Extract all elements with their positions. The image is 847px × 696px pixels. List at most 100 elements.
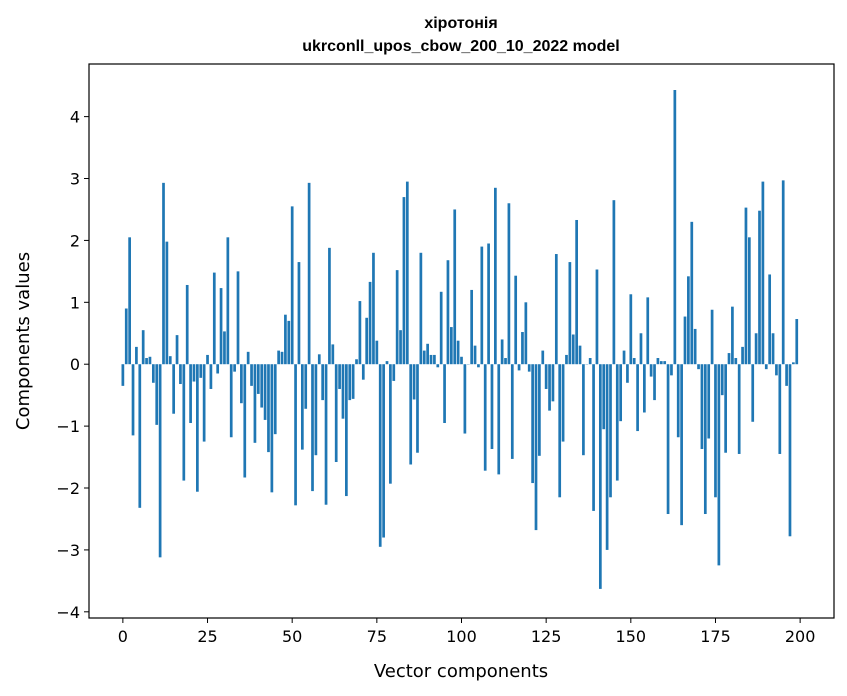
bar <box>297 262 301 365</box>
bar <box>135 346 138 365</box>
y-axis-label: Components values <box>13 252 34 430</box>
bar <box>656 358 660 365</box>
bar <box>565 354 568 365</box>
bar <box>531 364 534 484</box>
bar <box>365 317 369 365</box>
bar <box>148 356 152 365</box>
bar <box>690 221 694 365</box>
bar <box>771 333 775 365</box>
bar <box>345 364 348 497</box>
bar <box>653 364 656 401</box>
bar <box>372 252 375 365</box>
bar <box>643 364 646 413</box>
bar <box>541 350 545 365</box>
bar <box>717 364 721 566</box>
bar <box>636 364 639 432</box>
y-tick-label: 1 <box>70 293 80 312</box>
bar <box>151 364 155 383</box>
bar <box>480 246 484 365</box>
bar <box>538 364 541 456</box>
bar <box>141 330 145 365</box>
bar <box>331 344 335 365</box>
x-tick-label: 200 <box>785 627 816 646</box>
y-tick-label: 0 <box>70 355 80 374</box>
bar <box>348 364 352 401</box>
bar <box>785 364 788 386</box>
bar <box>304 364 308 409</box>
bar <box>487 243 490 365</box>
bar <box>758 210 761 365</box>
bar <box>517 364 521 371</box>
bar <box>433 354 436 365</box>
bar <box>321 364 325 401</box>
bar <box>700 364 704 450</box>
bar <box>280 351 284 365</box>
bar <box>124 308 128 365</box>
bar <box>659 361 663 365</box>
bar <box>504 358 507 365</box>
bar <box>710 309 714 365</box>
bar <box>168 356 172 365</box>
bar <box>676 364 680 438</box>
bar <box>361 364 365 380</box>
x-tick-label: 150 <box>616 627 647 646</box>
bar <box>368 281 372 365</box>
bar <box>260 364 264 408</box>
bar <box>399 330 402 365</box>
bar <box>162 182 165 365</box>
bar <box>724 364 727 453</box>
bar <box>663 361 667 365</box>
bar <box>595 269 599 365</box>
bar <box>334 364 338 463</box>
bar <box>121 364 125 386</box>
y-axis-ticks: −4 −3 −2 −1 0 1 2 3 4 <box>56 108 89 622</box>
bar <box>409 364 413 465</box>
bar <box>629 294 633 365</box>
bar <box>670 364 673 376</box>
bar <box>605 364 609 550</box>
bar <box>317 354 321 365</box>
x-axis-label: Vector components <box>374 661 548 682</box>
plot-frame <box>88 63 835 619</box>
bar <box>598 364 602 589</box>
bar <box>351 364 355 399</box>
bar <box>324 364 328 505</box>
bar <box>561 364 565 442</box>
bar <box>253 364 257 443</box>
bar <box>158 364 162 558</box>
bar <box>311 364 314 492</box>
bar <box>456 340 460 365</box>
bar <box>788 364 792 537</box>
bar <box>256 364 260 394</box>
bar <box>172 364 176 414</box>
bar <box>768 274 772 365</box>
bar <box>554 254 558 365</box>
bar <box>206 354 209 365</box>
bar <box>439 291 443 365</box>
x-tick-label: 50 <box>282 627 302 646</box>
bar <box>683 316 687 365</box>
bar <box>578 345 582 365</box>
bar <box>500 339 504 365</box>
x-tick-label: 125 <box>531 627 562 646</box>
bar <box>246 351 250 365</box>
bar <box>490 364 494 450</box>
bar <box>714 364 717 498</box>
bar <box>416 364 419 453</box>
bar <box>639 333 643 365</box>
bar <box>741 346 744 365</box>
bar <box>697 364 700 370</box>
bar <box>463 364 467 434</box>
bar <box>233 364 236 372</box>
bar <box>422 350 426 365</box>
bar <box>483 364 487 471</box>
y-tick-label: −2 <box>56 479 80 498</box>
bar <box>443 364 446 424</box>
bar <box>477 364 480 368</box>
bar <box>534 364 538 531</box>
bar <box>395 270 399 365</box>
bar <box>131 364 135 436</box>
bar <box>795 319 799 365</box>
bar <box>646 297 650 365</box>
